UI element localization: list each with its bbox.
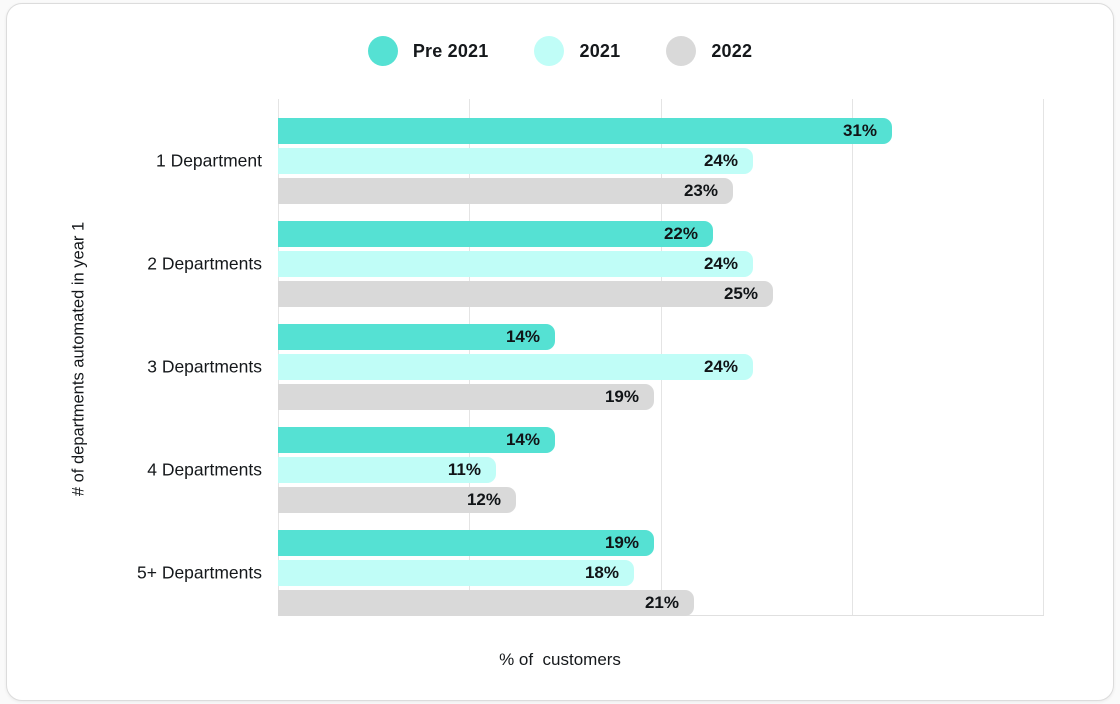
legend-label: 2022 (711, 40, 753, 61)
bar-value-label: 19% (604, 533, 639, 552)
legend-swatch-icon (534, 36, 565, 66)
bar-value-label: 23% (683, 181, 718, 200)
bar-value-label: 18% (584, 563, 619, 582)
bar-2021: 11% (278, 457, 496, 483)
bar-value-label: 22% (663, 224, 698, 243)
bar-2022: 21% (278, 590, 694, 616)
bar-value-label: 14% (505, 430, 540, 449)
chart-card: Pre 2021 2021 2022 # of departments automa… (6, 3, 1114, 701)
bar-value-label: 24% (703, 357, 738, 376)
legend-label: Pre 2021 (412, 40, 489, 61)
category-label: 2 Departments (147, 253, 262, 274)
bar-value-label: 31% (842, 121, 877, 140)
category-label: 5+ Departments (137, 562, 262, 583)
legend-swatch-icon (666, 36, 697, 66)
legend-item-pre-2021: Pre 2021 (367, 36, 489, 66)
bar-value-label: 14% (505, 327, 540, 346)
gridline (1043, 99, 1044, 616)
bar-value-label: 19% (604, 387, 639, 406)
legend-swatch-icon (367, 36, 398, 66)
bar-pre-2021: 14% (278, 427, 555, 453)
bar-2021: 24% (278, 148, 753, 174)
category-label: 4 Departments (147, 459, 262, 480)
gridline (851, 99, 853, 616)
bar-2022: 19% (278, 384, 654, 410)
bar-pre-2021: 19% (278, 530, 654, 556)
legend-item-2021: 2021 (534, 36, 620, 66)
category-label: 3 Departments (147, 356, 262, 377)
bar-pre-2021: 22% (278, 221, 713, 247)
bar-value-label: 24% (703, 151, 738, 170)
category-label: 1 Department (155, 150, 262, 171)
x-axis-title: % of customers (499, 650, 621, 669)
bar-2021: 18% (278, 560, 634, 586)
bar-pre-2021: 31% (278, 118, 892, 144)
bar-value-label: 11% (447, 460, 481, 479)
legend-label: 2021 (579, 40, 621, 61)
bar-value-label: 24% (703, 254, 738, 273)
legend-item-2022: 2022 (666, 36, 752, 66)
bar-value-label: 21% (644, 593, 679, 612)
bar-2021: 24% (278, 251, 753, 277)
bar-pre-2021: 14% (278, 324, 555, 350)
bar-2022: 12% (278, 487, 516, 513)
bar-value-label: 25% (723, 284, 758, 303)
bar-value-label: 12% (466, 490, 501, 509)
bar-2022: 25% (278, 281, 773, 307)
plot-area: 31% 24% 23% 22% 24% 25% 14% 24% 19% 14% 11% 12% 19% 1… (278, 99, 1044, 616)
bar-2021: 24% (278, 354, 753, 380)
bar-2022: 23% (278, 178, 733, 204)
legend: Pre 2021 2021 2022 (7, 36, 1113, 66)
